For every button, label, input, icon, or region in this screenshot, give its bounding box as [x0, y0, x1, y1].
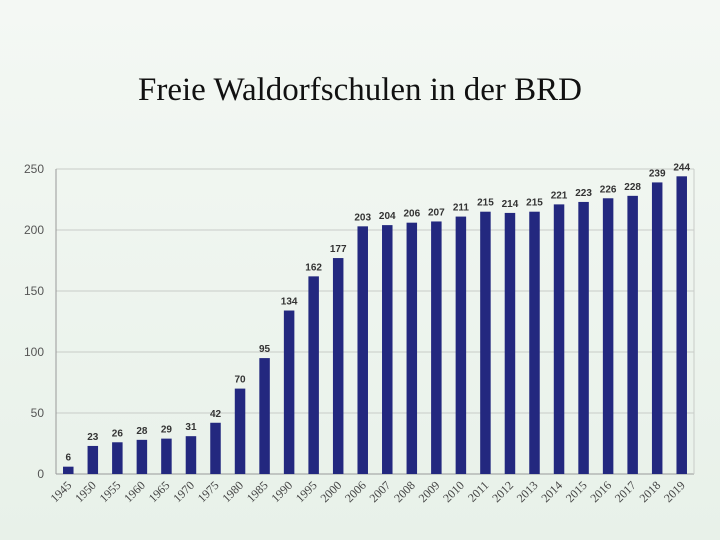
- x-axis: 1945195019551960196519701975198019851990…: [48, 478, 688, 505]
- bars: [63, 176, 687, 475]
- data-label: 214: [502, 199, 519, 210]
- data-label: 226: [600, 184, 617, 195]
- bar: [259, 358, 270, 474]
- x-tick-label: 1970: [170, 478, 197, 505]
- x-tick-label: 1975: [195, 478, 222, 505]
- bar: [234, 388, 246, 474]
- data-label: 134: [281, 297, 298, 308]
- data-label: 26: [112, 428, 124, 439]
- x-tick-label: 2010: [440, 478, 467, 505]
- x-tick-label: 2012: [489, 478, 516, 505]
- bar: [63, 466, 74, 474]
- x-tick-label: 2018: [636, 478, 663, 505]
- x-tick-label: 1950: [72, 478, 99, 505]
- data-label: 204: [379, 211, 396, 222]
- bar: [529, 211, 540, 474]
- y-tick-label: 200: [24, 223, 44, 237]
- bar: [308, 276, 319, 474]
- data-label: 207: [428, 207, 445, 218]
- bar: [210, 422, 221, 474]
- x-tick-label: 2016: [587, 478, 614, 505]
- data-label: 70: [234, 375, 246, 386]
- bar: [602, 198, 614, 474]
- bar: [431, 221, 442, 474]
- x-tick-label: 1990: [268, 478, 295, 505]
- data-label: 28: [136, 426, 148, 437]
- x-tick-label: 2000: [317, 478, 344, 505]
- bar: [553, 204, 565, 474]
- data-label: 221: [551, 190, 568, 201]
- data-label: 203: [354, 212, 371, 223]
- data-label: 223: [575, 188, 592, 199]
- data-label: 6: [65, 453, 71, 464]
- x-tick-label: 1960: [121, 478, 148, 505]
- bar: [357, 226, 368, 474]
- data-label: 215: [477, 198, 494, 209]
- x-tick-label: 1995: [293, 478, 320, 505]
- chart-title: Freie Waldorfschulen in der BRD: [138, 72, 582, 108]
- data-label: 29: [161, 425, 173, 436]
- bar: [136, 439, 148, 474]
- data-label: 228: [624, 182, 641, 193]
- x-tick-label: 1985: [244, 478, 271, 505]
- bar: [382, 225, 393, 474]
- bar: [455, 216, 467, 474]
- bar: [332, 258, 344, 474]
- data-label: 42: [210, 409, 222, 420]
- x-tick-label: 2011: [465, 478, 492, 505]
- x-tick-label: 1955: [97, 478, 124, 505]
- y-tick-label: 0: [37, 467, 44, 481]
- x-tick-label: 2013: [514, 478, 541, 505]
- bar: [112, 442, 123, 474]
- data-label: 239: [649, 168, 666, 179]
- bar: [161, 438, 172, 474]
- bar: [406, 222, 418, 474]
- x-tick-label: 1980: [219, 478, 246, 505]
- x-tick-label: 2017: [612, 478, 639, 505]
- data-label: 215: [526, 198, 543, 209]
- bar: [627, 195, 638, 474]
- bar: [185, 436, 197, 474]
- bar: [578, 201, 589, 474]
- x-tick-label: 2008: [391, 478, 418, 505]
- y-axis: 0 50 100 150 200 250: [24, 162, 695, 481]
- x-tick-label: 1965: [146, 478, 173, 505]
- y-tick-label: 150: [24, 284, 44, 298]
- data-label: 31: [185, 422, 197, 433]
- data-label: 162: [305, 262, 322, 273]
- bar: [676, 176, 687, 474]
- bar: [87, 445, 99, 474]
- gridlines: [56, 168, 694, 475]
- x-tick-label: 2006: [342, 478, 369, 505]
- x-tick-label: 2007: [367, 478, 394, 505]
- data-label: 177: [330, 244, 347, 255]
- data-label: 206: [403, 209, 420, 220]
- x-tick-label: 2015: [563, 478, 590, 505]
- data-label: 211: [453, 203, 470, 214]
- bar: [283, 310, 295, 474]
- x-tick-label: 2014: [538, 478, 565, 505]
- bar: [504, 212, 516, 475]
- x-tick-label: 2009: [416, 478, 443, 505]
- bar: [480, 211, 491, 474]
- data-label: 244: [673, 162, 690, 173]
- bar: [651, 182, 663, 475]
- y-tick-label: 250: [24, 162, 44, 176]
- data-labels: 6 23 26 28 29 31 42 70 95 134 162 177 203 204 206 207 21…: [65, 162, 690, 463]
- x-tick-label: 2019: [661, 478, 688, 505]
- y-tick-label: 50: [31, 406, 45, 420]
- x-tick-label: 1945: [48, 478, 75, 505]
- data-label: 23: [87, 432, 99, 443]
- data-label: 95: [259, 344, 271, 355]
- y-tick-label: 100: [24, 345, 44, 359]
